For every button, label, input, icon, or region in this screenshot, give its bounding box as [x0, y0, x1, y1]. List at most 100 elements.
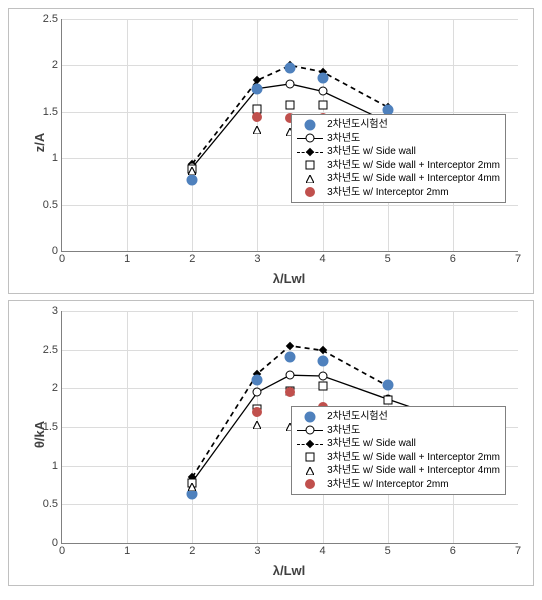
data-marker — [306, 453, 315, 462]
xtick-label: 0 — [59, 251, 65, 265]
legend-marker — [297, 425, 323, 435]
xtick-label: 3 — [254, 251, 260, 265]
data-marker — [286, 79, 295, 88]
data-marker — [318, 101, 327, 110]
legend-label: 3차년도 w/ Side wall + Interceptor 4mm — [327, 464, 500, 478]
legend-item: 2차년도시험선 — [297, 118, 500, 132]
x-axis-title: λ/Lwl — [273, 271, 306, 286]
legend-label: 3차년도 w/ Side wall + Interceptor 2mm — [327, 159, 500, 173]
data-marker — [285, 387, 295, 397]
legend-label: 3차년도 w/ Side wall — [327, 145, 416, 159]
data-marker — [187, 174, 198, 185]
chart-panel: 00.511.522.5012345672차년도시험선3차년도3차년도 w/ S… — [8, 8, 534, 294]
x-axis-title: λ/Lwl — [273, 563, 306, 578]
data-marker — [318, 371, 327, 380]
data-marker — [305, 119, 316, 130]
xtick-label: 7 — [515, 251, 521, 265]
ytick-label: 1 — [52, 460, 62, 472]
data-marker — [252, 112, 262, 122]
xtick-label: 7 — [515, 543, 521, 557]
legend-item: 3차년도 w/ Interceptor 2mm — [297, 478, 500, 492]
data-marker — [286, 371, 295, 380]
data-marker — [306, 440, 314, 448]
data-marker — [306, 161, 315, 170]
legend-item: 3차년도 w/ Side wall — [297, 145, 500, 159]
chart-panel: 00.511.522.53012345672차년도시험선3차년도3차년도 w/ … — [8, 300, 534, 586]
legend-label: 3차년도 w/ Side wall + Interceptor 4mm — [327, 172, 500, 186]
data-marker — [252, 374, 263, 385]
data-marker — [285, 63, 296, 74]
data-marker — [306, 426, 315, 435]
ytick-label: 0.5 — [43, 199, 62, 211]
legend-item: 3차년도 — [297, 424, 500, 438]
data-marker — [305, 187, 315, 197]
legend-marker — [297, 439, 323, 449]
legend-marker — [297, 479, 323, 489]
data-marker — [318, 382, 327, 391]
data-marker — [305, 479, 315, 489]
legend-marker — [297, 452, 323, 462]
data-marker — [318, 87, 327, 96]
legend-marker — [297, 147, 323, 157]
ytick-label: 3 — [52, 305, 62, 317]
data-marker — [317, 356, 328, 367]
legend-marker — [297, 120, 323, 130]
xtick-label: 5 — [385, 251, 391, 265]
data-marker — [305, 411, 316, 422]
xtick-label: 6 — [450, 543, 456, 557]
legend-item: 3차년도 w/ Side wall + Interceptor 2mm — [297, 159, 500, 173]
legend-label: 3차년도 w/ Side wall — [327, 437, 416, 451]
legend: 2차년도시험선3차년도3차년도 w/ Side wall3차년도 w/ Side… — [291, 406, 506, 495]
data-marker — [286, 101, 295, 110]
legend-label: 2차년도시험선 — [327, 118, 388, 132]
data-marker — [306, 134, 315, 143]
y-axis-title: z/A — [32, 133, 47, 153]
legend-item: 2차년도시험선 — [297, 410, 500, 424]
y-axis-title: θ/kA — [32, 421, 47, 448]
legend-marker — [297, 412, 323, 422]
ytick-label: 2 — [52, 59, 62, 71]
legend-item: 3차년도 w/ Side wall + Interceptor 2mm — [297, 451, 500, 465]
legend-item: 3차년도 w/ Side wall + Interceptor 4mm — [297, 464, 500, 478]
xtick-label: 5 — [385, 543, 391, 557]
data-marker — [317, 73, 328, 84]
xtick-label: 6 — [450, 251, 456, 265]
legend: 2차년도시험선3차년도3차년도 w/ Side wall3차년도 w/ Side… — [291, 114, 506, 203]
legend-marker — [297, 466, 323, 476]
legend-label: 3차년도 w/ Interceptor 2mm — [327, 186, 449, 200]
legend-item: 3차년도 w/ Interceptor 2mm — [297, 186, 500, 200]
legend-item: 3차년도 — [297, 132, 500, 146]
xtick-label: 0 — [59, 543, 65, 557]
ytick-label: 2.5 — [43, 13, 62, 25]
legend-label: 3차년도 w/ Interceptor 2mm — [327, 478, 449, 492]
legend-label: 3차년도 — [327, 424, 360, 438]
legend-label: 3차년도 w/ Side wall + Interceptor 2mm — [327, 451, 500, 465]
data-marker — [252, 407, 262, 417]
xtick-label: 3 — [254, 543, 260, 557]
data-marker — [382, 380, 393, 391]
ytick-label: 0.5 — [43, 498, 62, 510]
legend-marker — [297, 174, 323, 184]
data-marker — [253, 388, 262, 397]
ytick-label: 1.5 — [43, 106, 62, 118]
legend-label: 2차년도시험선 — [327, 410, 388, 424]
xtick-label: 4 — [320, 251, 326, 265]
data-marker — [252, 83, 263, 94]
xtick-label: 4 — [320, 543, 326, 557]
xtick-label: 1 — [124, 543, 130, 557]
legend-label: 3차년도 — [327, 132, 360, 146]
ytick-label: 2 — [52, 382, 62, 394]
legend-item: 3차년도 w/ Side wall + Interceptor 4mm — [297, 172, 500, 186]
plot-area: 00.511.522.5012345672차년도시험선3차년도3차년도 w/ S… — [61, 19, 518, 252]
xtick-label: 2 — [189, 251, 195, 265]
ytick-label: 2.5 — [43, 344, 62, 356]
legend-marker — [297, 133, 323, 143]
xtick-label: 1 — [124, 251, 130, 265]
legend-marker — [297, 187, 323, 197]
data-marker — [383, 395, 392, 404]
data-marker — [306, 148, 314, 156]
legend-item: 3차년도 w/ Side wall — [297, 437, 500, 451]
xtick-label: 2 — [189, 543, 195, 557]
legend-marker — [297, 160, 323, 170]
data-marker — [285, 352, 296, 363]
